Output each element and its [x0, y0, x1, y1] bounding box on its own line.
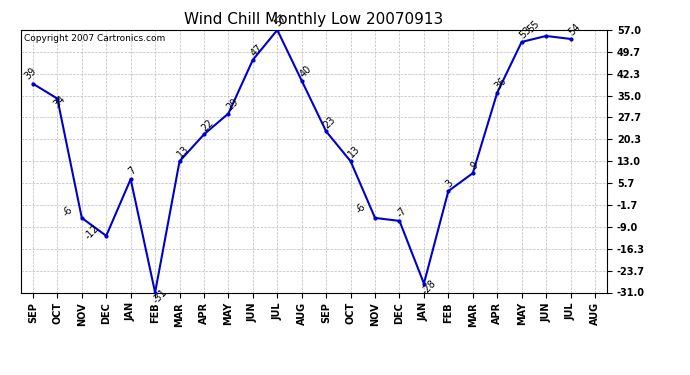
- Text: 3: 3: [444, 178, 455, 190]
- Text: -6: -6: [354, 201, 368, 215]
- Text: -7: -7: [395, 206, 409, 219]
- Text: 47: 47: [248, 43, 264, 58]
- Text: Copyright 2007 Cartronics.com: Copyright 2007 Cartronics.com: [23, 34, 165, 43]
- Text: 7: 7: [126, 165, 138, 176]
- Text: -31: -31: [151, 287, 169, 305]
- Text: 53: 53: [518, 25, 533, 40]
- Text: -6: -6: [61, 204, 75, 218]
- Text: 40: 40: [297, 64, 313, 80]
- Text: 23: 23: [322, 114, 337, 130]
- Text: 57: 57: [273, 13, 289, 28]
- Text: 9: 9: [469, 160, 480, 172]
- Text: 22: 22: [199, 117, 215, 133]
- Title: Wind Chill Monthly Low 20070913: Wind Chill Monthly Low 20070913: [184, 12, 444, 27]
- Text: 36: 36: [493, 75, 509, 91]
- Text: 55: 55: [525, 19, 541, 34]
- Text: -28: -28: [420, 278, 438, 296]
- Text: 54: 54: [566, 22, 582, 38]
- Text: 13: 13: [346, 144, 362, 160]
- Text: -12: -12: [83, 223, 101, 242]
- Text: 13: 13: [175, 144, 191, 160]
- Text: 34: 34: [52, 94, 68, 110]
- Text: 29: 29: [224, 96, 240, 112]
- Text: 39: 39: [23, 65, 39, 81]
